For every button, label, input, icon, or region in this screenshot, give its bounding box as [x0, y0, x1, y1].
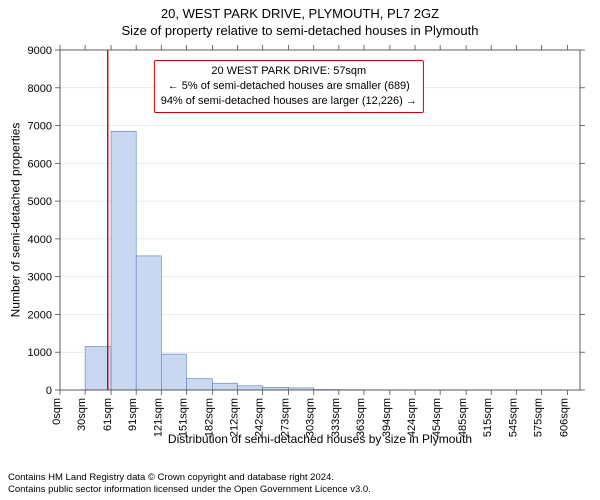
y-tick-label: 4000 — [28, 234, 52, 246]
x-tick-label: 30sqm — [76, 398, 88, 431]
histogram-chart: 0100020003000400050006000700080009000 0s… — [60, 50, 580, 390]
annotation-line: 20 WEST PARK DRIVE: 57sqm — [161, 64, 417, 79]
y-tick-label: 9000 — [28, 45, 52, 57]
y-tick-label: 2000 — [28, 309, 52, 321]
x-axis-label: Distribution of semi-detached houses by … — [60, 432, 580, 446]
histogram-bar — [161, 354, 186, 390]
footer-line-2: Contains public sector information licen… — [8, 484, 592, 496]
x-tick-label: 0sqm — [51, 398, 63, 425]
footer-credits: Contains HM Land Registry data © Crown c… — [8, 472, 592, 496]
histogram-bar — [212, 383, 237, 390]
x-tick-label: 91sqm — [127, 398, 139, 431]
y-tick-label: 0 — [46, 385, 52, 397]
y-tick-label: 5000 — [28, 196, 52, 208]
y-tick-label: 1000 — [28, 347, 52, 359]
page-title: 20, WEST PARK DRIVE, PLYMOUTH, PL7 2GZ — [0, 6, 600, 21]
histogram-bar — [111, 131, 136, 390]
x-tick-label: 61sqm — [102, 398, 114, 431]
footer-line-1: Contains HM Land Registry data © Crown c… — [8, 472, 592, 484]
histogram-bar — [186, 379, 212, 390]
histogram-bar — [238, 386, 263, 390]
y-tick-label: 8000 — [28, 83, 52, 95]
page-subtitle: Size of property relative to semi-detach… — [0, 23, 600, 38]
histogram-bar — [136, 256, 161, 390]
annotation-line: 94% of semi-detached houses are larger (… — [161, 94, 417, 109]
y-tick-label: 3000 — [28, 272, 52, 284]
annotation-line: ← 5% of semi-detached houses are smaller… — [161, 79, 417, 94]
y-tick-label: 7000 — [28, 121, 52, 133]
y-tick-label: 6000 — [28, 158, 52, 170]
annotation-box: 20 WEST PARK DRIVE: 57sqm← 5% of semi-de… — [154, 60, 424, 113]
y-axis-label: Number of semi-detached properties — [8, 123, 22, 318]
